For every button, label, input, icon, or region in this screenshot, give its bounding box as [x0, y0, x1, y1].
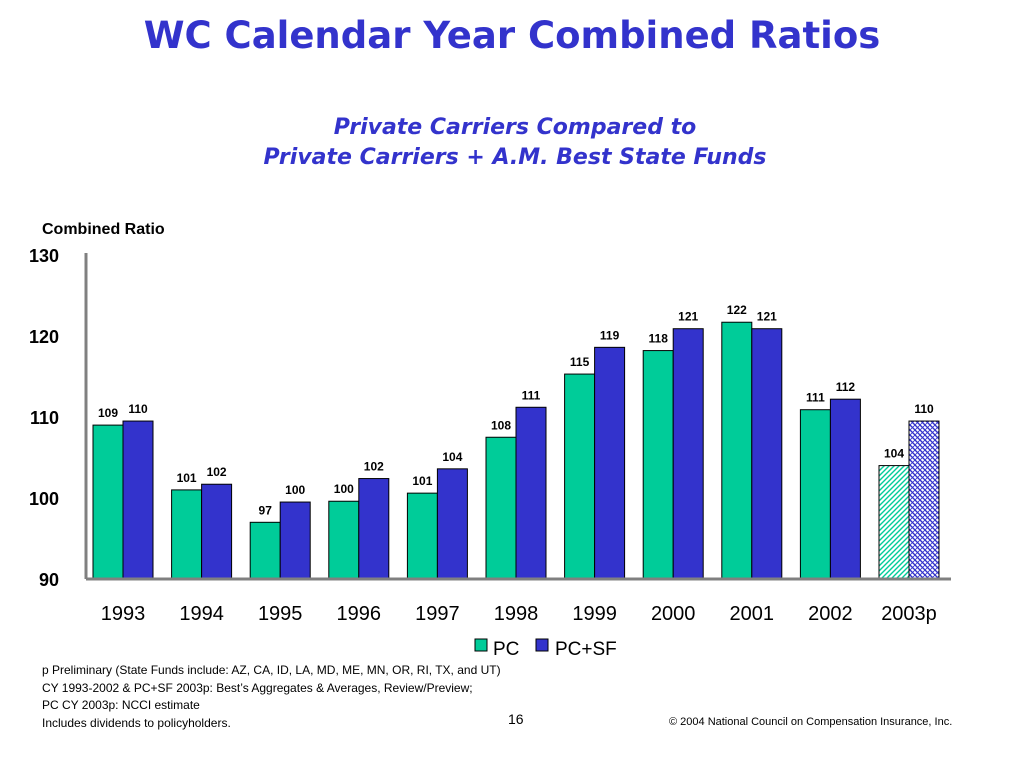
data-label: 102: [364, 460, 384, 474]
footnote-line: PC CY 2003p: NCCI estimate: [42, 698, 200, 712]
data-label: 121: [678, 310, 698, 324]
y-tick-label: 130: [29, 246, 59, 266]
x-tick-label: 1996: [337, 603, 382, 625]
slide-subtitle: Private Carriers Compared to Private Car…: [0, 113, 1024, 173]
data-label: 102: [207, 465, 227, 479]
data-label: 111: [522, 388, 541, 402]
x-tick-label: 1995: [258, 603, 303, 625]
bar-pc-2001: [721, 321, 753, 580]
bar-pc-2003p: [878, 465, 910, 580]
bars-layer: [92, 321, 940, 580]
bar-pc-sf-2003p: [908, 420, 940, 580]
x-tick-label: 2002: [808, 603, 853, 625]
data-label: 112: [836, 380, 856, 394]
x-tick-label: 2001: [730, 603, 775, 625]
legend-label: PC+SF: [555, 639, 617, 660]
y-axis-title: Combined Ratio: [42, 221, 165, 238]
bar-pc-1997: [406, 492, 438, 580]
data-label: 121: [757, 310, 777, 324]
y-tick-label: 100: [29, 489, 59, 509]
bar-pc-sf-1998: [515, 406, 547, 580]
bar-pc-sf-1995: [279, 501, 311, 580]
y-tick-label: 120: [29, 327, 59, 347]
bar-pc-sf-1994: [201, 483, 233, 580]
footnote-line: CY 1993-2002 & PC+SF 2003p: Best’s Aggre…: [42, 680, 473, 695]
bar-pc-sf-2002: [829, 398, 861, 580]
bar-pc-sf-1997: [436, 468, 468, 580]
x-tick-label: 1997: [415, 603, 460, 625]
legend-label: PC: [493, 639, 519, 660]
footnotes: p Preliminary (State Funds include: AZ, …: [42, 662, 501, 732]
data-label: 118: [649, 332, 669, 346]
bar-pc-sf-2001: [751, 328, 783, 580]
footnote-line: p Preliminary (State Funds include: AZ, …: [42, 663, 501, 677]
data-label: 100: [285, 483, 305, 497]
data-label: 108: [491, 418, 511, 432]
x-tick-label: 1993: [101, 603, 146, 625]
page-number: 16: [508, 711, 524, 727]
data-label: 110: [128, 402, 148, 416]
axes-layer: 1993 1994 1995 1996 1997 1998 1999 2000 2001 2002…: [29, 221, 951, 625]
bar-pc-2000: [642, 350, 674, 580]
data-label: 111: [806, 391, 825, 405]
legend-swatch-pc: [474, 638, 488, 652]
footnote-line: Includes dividends to policyholders.: [42, 715, 231, 730]
y-tick-label: 110: [30, 408, 59, 428]
data-label: 122: [727, 303, 747, 317]
legend: PC PC+SF: [474, 638, 617, 660]
bar-pc-1996: [328, 500, 360, 580]
copyright-notice: © 2004 National Council on Compensation …: [669, 716, 953, 728]
x-tick-label: 1994: [179, 603, 224, 625]
bar-pc-1993: [92, 424, 124, 580]
subtitle-line-1: Private Carriers Compared to: [333, 115, 697, 140]
data-label: 101: [412, 474, 432, 488]
y-tick-label: 90: [39, 570, 59, 590]
subtitle-line-2: Private Carriers + A.M. Best State Funds: [263, 145, 767, 170]
data-label: 101: [177, 471, 197, 485]
bar-pc-1994: [171, 489, 203, 580]
data-label: 110: [914, 402, 934, 416]
bar-pc-sf-1993: [122, 420, 154, 580]
bar-pc-2002: [799, 409, 831, 580]
data-label: 109: [98, 406, 118, 420]
data-labels-layer: 109 110 101 102 97 100 100 102 101 104 108 111 115 11…: [98, 303, 934, 517]
data-label: 119: [600, 328, 620, 342]
data-label: 115: [570, 355, 590, 369]
data-label: 104: [442, 450, 462, 464]
bar-pc-1995: [249, 521, 281, 580]
bar-pc-sf-1996: [358, 478, 390, 580]
bar-pc-sf-2000: [672, 328, 704, 580]
bar-pc-1998: [485, 436, 517, 580]
data-label: 100: [334, 482, 354, 496]
data-label: 97: [259, 503, 273, 517]
x-tick-label: 2000: [651, 603, 696, 625]
x-tick-label: 2003p: [881, 603, 937, 625]
x-tick-label: 1998: [494, 603, 539, 625]
slide-title: WC Calendar Year Combined Ratios: [143, 14, 881, 57]
data-label: 104: [884, 447, 904, 461]
combined-ratio-chart: 109 110 101 102 97 100 100 102 101 104 108 111 115 11…: [29, 221, 951, 660]
legend-swatch-pc-sf: [535, 638, 549, 652]
x-tick-label: 1999: [572, 603, 617, 625]
bar-pc-sf-1999: [594, 346, 626, 580]
bar-pc-1999: [564, 373, 596, 580]
